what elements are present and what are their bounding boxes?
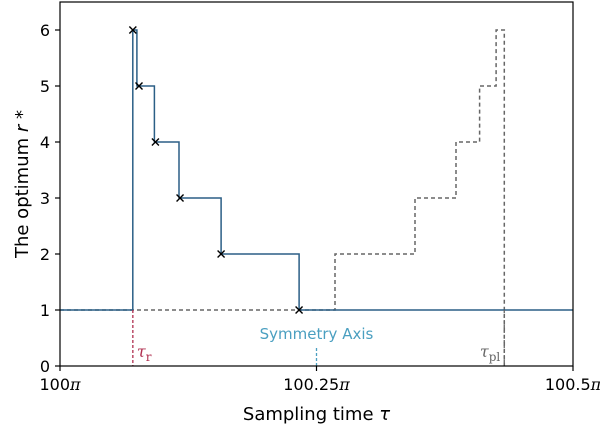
data-point-marker: [135, 82, 143, 90]
y-axis-title: The optimum r *: [12, 110, 33, 259]
y-tick-label: 2: [40, 245, 50, 264]
series-layer: [60, 29, 573, 366]
symmetry-axis-label: Symmetry Axis: [260, 325, 374, 343]
marker-stroke: [217, 250, 226, 258]
tau-pl-label: τpl: [480, 342, 501, 364]
annotation-labels: τr Symmetry Axis τpl: [137, 325, 501, 364]
y-tick-label: 6: [40, 21, 50, 40]
data-point-marker: [217, 250, 226, 258]
dashed-step-series: [60, 29, 506, 366]
marker-stroke: [176, 194, 185, 202]
x-axis-ticks: 100π 100.25π 100.5π: [39, 366, 600, 394]
y-tick-label: 3: [40, 189, 50, 208]
tau-r-label: τr: [137, 342, 152, 364]
y-tick-label: 4: [40, 133, 50, 152]
annotation-lines: [132, 310, 505, 366]
data-point-marker: [295, 306, 304, 314]
data-point-marker: [176, 194, 185, 202]
data-point-marker: [151, 138, 160, 146]
y-tick-label: 0: [40, 357, 50, 376]
marker-stroke: [151, 138, 160, 146]
y-tick-label: 5: [40, 77, 50, 96]
data-point-marker: [128, 26, 137, 34]
marker-layer: [128, 26, 304, 314]
x-tick-label: 100.25π: [283, 375, 350, 394]
x-axis-title: Sampling time τ: [243, 404, 390, 425]
x-tick-label: 100.5π: [545, 375, 600, 394]
y-tick-label: 1: [40, 301, 50, 320]
marker-stroke: [295, 306, 304, 314]
y-axis-ticks: 0 1 2 3 4 5 6: [40, 21, 60, 376]
marker-stroke: [135, 82, 143, 90]
marker-stroke: [128, 26, 137, 34]
x-tick-label: 100π: [39, 375, 81, 394]
